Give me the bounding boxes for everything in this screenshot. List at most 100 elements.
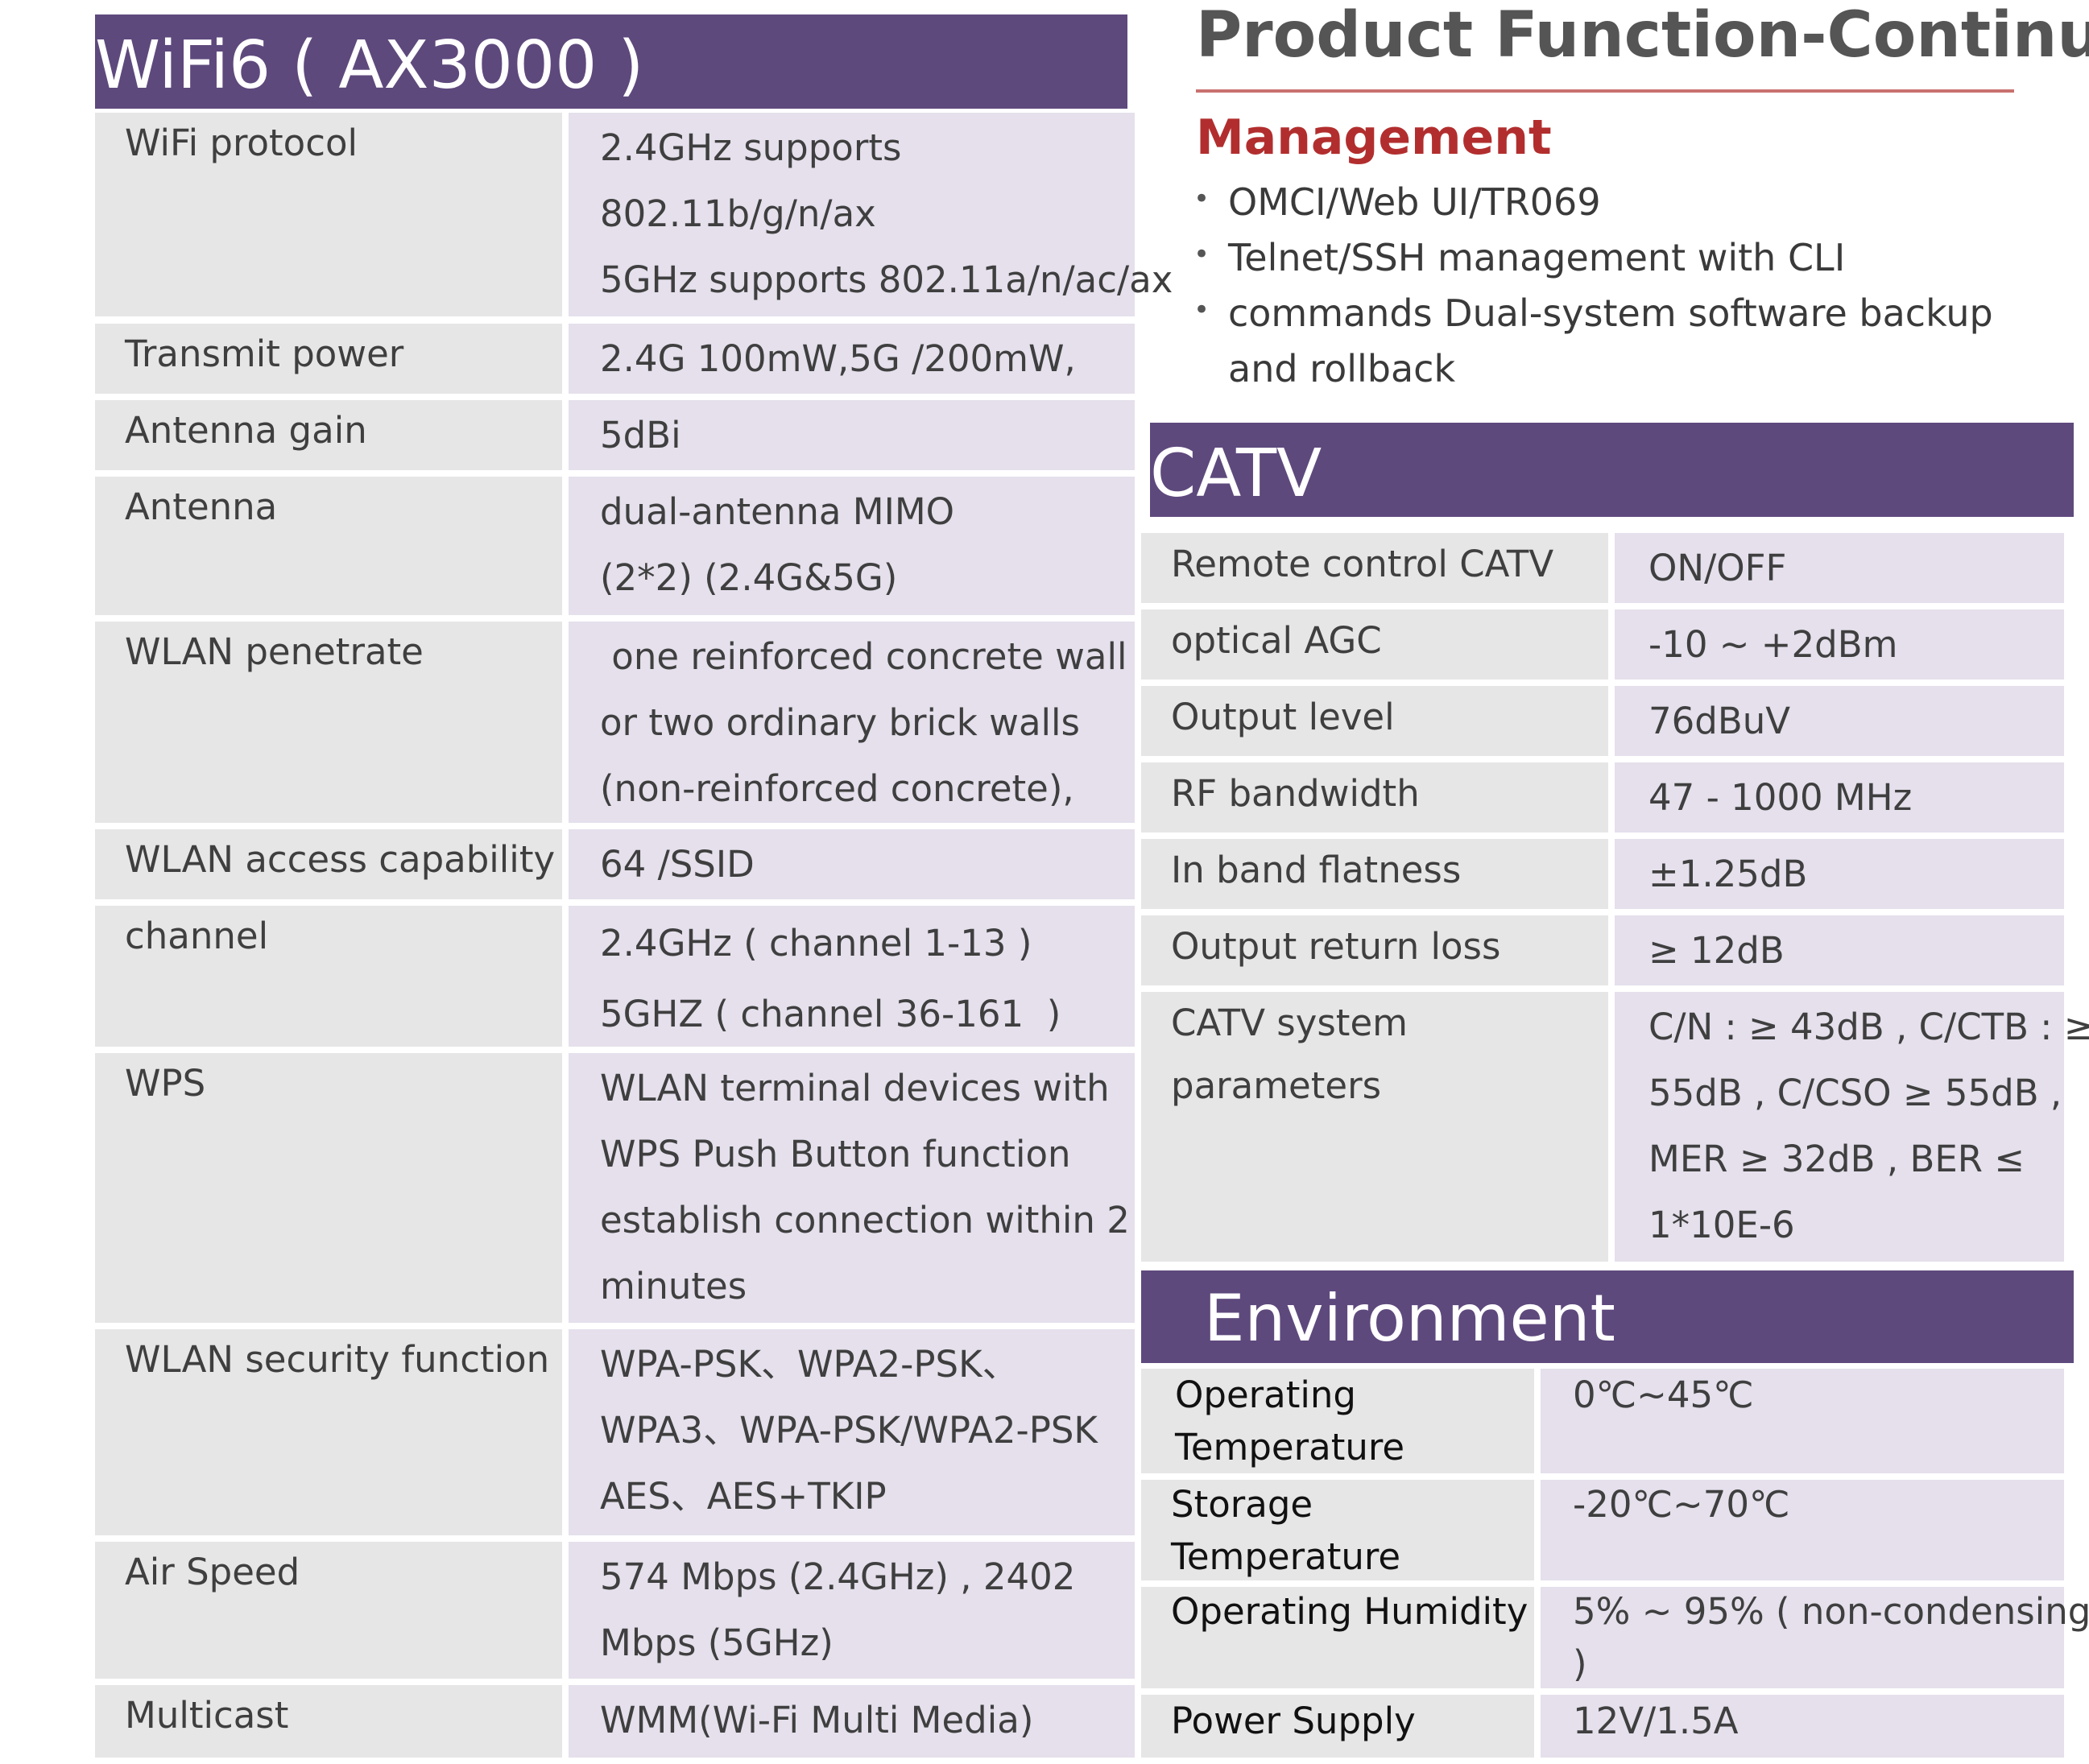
- table-row-label-cell: Transmit power: [95, 324, 562, 394]
- spec-value: -10 ~ +2dBm: [1648, 623, 1898, 666]
- wifi-section-header: WiFi6 ( AX3000 ): [95, 14, 1127, 109]
- spec-label: WiFi protocol: [125, 122, 358, 164]
- spec-value: 0℃~45℃: [1573, 1374, 1754, 1416]
- spec-value: dual-antenna MIMO (2*2) (2.4G&5G): [600, 490, 955, 599]
- table-row-label-cell: Power Supply: [1141, 1695, 1534, 1758]
- spec-label: Operating Temperature: [1175, 1374, 1405, 1469]
- table-row-value-cell: 76dBuV: [1615, 686, 2064, 756]
- table-row-label-cell: Air Speed: [95, 1542, 562, 1679]
- table-row-label-cell: optical AGC: [1141, 609, 1608, 680]
- list-item: OMCI/Web UI/TR069: [1193, 171, 2033, 230]
- table-row-value-cell: ≥ 12dB: [1615, 915, 2064, 985]
- table-row-value-cell: 5dBi: [569, 400, 1135, 470]
- spec-label: Storage Temperature: [1171, 1483, 1401, 1578]
- table-row-label-cell: Remote control CATV: [1141, 533, 1608, 603]
- spec-label: Power Supply: [1171, 1700, 1416, 1742]
- spec-value: ≥ 12dB: [1648, 929, 1785, 972]
- spec-label: Antenna gain: [125, 409, 367, 452]
- spec-label: Transmit power: [125, 333, 404, 375]
- spec-label: channel: [125, 915, 269, 957]
- table-row-value-cell: 2.4GHz ( channel 1-13 ) 5GHZ ( channel 3…: [569, 906, 1135, 1047]
- spec-label: Output return loss: [1171, 925, 1501, 968]
- table-row-value-cell: WMM(Wi-Fi Multi Media): [569, 1685, 1135, 1758]
- table-row-label-cell: Antenna gain: [95, 400, 562, 470]
- table-row-label-cell: WPS: [95, 1053, 562, 1323]
- environment-section-header: Environment: [1141, 1270, 2074, 1363]
- spec-value: 76dBuV: [1648, 700, 1791, 742]
- table-row-label-cell: WiFi protocol: [95, 113, 562, 316]
- table-row-value-cell: 2.4G 100mW,5G /200mW,: [569, 324, 1135, 394]
- table-row-label-cell: RF bandwidth: [1141, 762, 1608, 832]
- management-heading: Management: [1196, 109, 1552, 166]
- spec-value: 64 /SSID: [600, 843, 755, 886]
- spec-label: WLAN security function: [125, 1338, 550, 1381]
- spec-label: Multicast: [125, 1694, 289, 1737]
- spec-label: Remote control CATV: [1171, 543, 1554, 585]
- table-row-value-cell: 47 - 1000 MHz: [1615, 762, 2064, 832]
- spec-value: 2.4G 100mW,5G /200mW,: [600, 337, 1076, 380]
- table-row-label-cell: Antenna: [95, 477, 562, 615]
- wifi-section-title: WiFi6 ( AX3000 ): [95, 27, 644, 104]
- spec-label: Air Speed: [125, 1551, 300, 1593]
- spec-value: 2.4GHz ( channel 1-13 ) 5GHZ ( channel 3…: [600, 922, 1061, 1035]
- spec-label: WLAN access capability: [125, 838, 556, 881]
- table-row-label-cell: WLAN access capability: [95, 829, 562, 899]
- table-row-value-cell: -10 ~ +2dBm: [1615, 609, 2064, 680]
- list-item: commands Dual-system software backup and…: [1193, 283, 2033, 397]
- spec-label: Output level: [1171, 696, 1395, 738]
- table-row-value-cell: 12V/1.5A: [1541, 1695, 2064, 1758]
- table-row-value-cell: ±1.25dB: [1615, 839, 2064, 909]
- table-row-label-cell: Operating Humidity: [1141, 1587, 1534, 1688]
- table-row-label-cell: Output level: [1141, 686, 1608, 756]
- catv-section-title: CATV: [1150, 436, 1322, 512]
- spec-value: one reinforced concrete wall or two ordi…: [600, 635, 1127, 810]
- table-row-label-cell: channel: [95, 906, 562, 1047]
- spec-label: Operating Humidity: [1171, 1590, 1528, 1633]
- table-row-label-cell: Multicast: [95, 1685, 562, 1758]
- spec-value: WLAN terminal devices with WPS Push Butt…: [600, 1067, 1130, 1308]
- table-row-value-cell: 64 /SSID: [569, 829, 1135, 899]
- table-row-label-cell: In band flatness: [1141, 839, 1608, 909]
- table-row-value-cell: -20℃~70℃: [1541, 1480, 2064, 1580]
- table-row-value-cell: ON/OFF: [1615, 533, 2064, 603]
- spec-value: ON/OFF: [1648, 547, 1787, 589]
- table-row-label-cell: WLAN penetrate: [95, 622, 562, 823]
- page-title: Product Function-Continued: [1196, 0, 2089, 72]
- table-row-value-cell: 0℃~45℃: [1541, 1369, 2064, 1473]
- table-row-label-cell: Output return loss: [1141, 915, 1608, 985]
- table-row-label-cell: WLAN security function: [95, 1329, 562, 1535]
- spec-value: -20℃~70℃: [1573, 1483, 1790, 1526]
- spec-value: 5dBi: [600, 414, 681, 456]
- environment-section-title: Environment: [1204, 1281, 1615, 1356]
- spec-label: WPS: [125, 1062, 206, 1105]
- table-row-label-cell: Storage Temperature: [1141, 1480, 1534, 1580]
- spec-label: optical AGC: [1171, 619, 1382, 662]
- title-divider: [1196, 89, 2014, 93]
- table-row-value-cell: C/N : ≥ 43dB , C/CTB : ≥ 55dB , C/CSO ≥ …: [1615, 992, 2089, 1262]
- table-row-value-cell: dual-antenna MIMO (2*2) (2.4G&5G): [569, 477, 1135, 615]
- spec-label: Antenna: [125, 485, 278, 528]
- catv-section-header: CATV: [1150, 423, 2074, 517]
- table-row-value-cell: 5% ~ 95% ( non-condensing ): [1541, 1587, 2089, 1688]
- table-row-value-cell: WLAN terminal devices with WPS Push Butt…: [569, 1053, 1135, 1323]
- management-bullet-list: OMCI/Web UI/TR069 Telnet/SSH management …: [1193, 171, 2033, 397]
- spec-value: 47 - 1000 MHz: [1648, 776, 1913, 819]
- spec-label: RF bandwidth: [1171, 772, 1420, 815]
- table-row-value-cell: WPA-PSK、WPA2-PSK、 WPA3、WPA-PSK/WPA2-PSK …: [569, 1329, 1135, 1535]
- table-row-label-cell: CATV system parameters: [1141, 992, 1608, 1262]
- spec-value: ±1.25dB: [1648, 853, 1808, 895]
- spec-value: WMM(Wi-Fi Multi Media): [600, 1699, 1034, 1741]
- spec-value: 2.4GHz supports 802.11b/g/n/ax 5GHz supp…: [600, 126, 1173, 301]
- spec-value: 574 Mbps (2.4GHz) , 2402 Mbps (5GHz): [600, 1555, 1076, 1664]
- spec-value: 5% ~ 95% ( non-condensing ): [1573, 1590, 2089, 1685]
- spec-label: CATV system parameters: [1171, 1002, 1408, 1107]
- table-row-value-cell: one reinforced concrete wall or two ordi…: [569, 622, 1135, 823]
- spec-value: 12V/1.5A: [1573, 1700, 1739, 1742]
- table-row-value-cell: 574 Mbps (2.4GHz) , 2402 Mbps (5GHz): [569, 1542, 1135, 1679]
- table-row-label-cell: Operating Temperature: [1141, 1369, 1534, 1473]
- table-row-value-cell: 2.4GHz supports 802.11b/g/n/ax 5GHz supp…: [569, 113, 1173, 316]
- spec-value: WPA-PSK、WPA2-PSK、 WPA3、WPA-PSK/WPA2-PSK …: [600, 1343, 1098, 1518]
- spec-label: In band flatness: [1171, 849, 1462, 891]
- list-item: Telnet/SSH management with CLI: [1193, 227, 2033, 286]
- spec-value: C/N : ≥ 43dB , C/CTB : ≥ 55dB , C/CSO ≥ …: [1648, 1006, 2089, 1246]
